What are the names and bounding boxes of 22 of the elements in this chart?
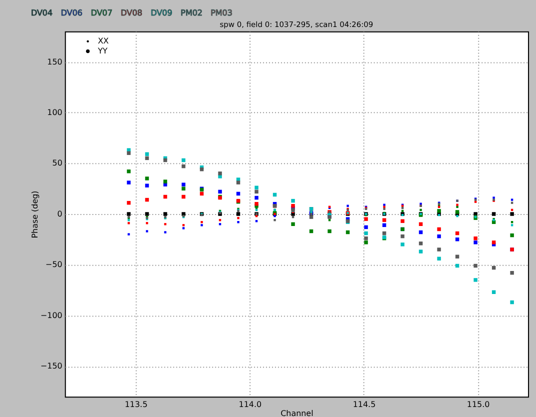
y-tick-label: 0	[57, 209, 62, 218]
x-tick-label: 113.5	[124, 400, 148, 410]
x-tick-label: 114.5	[352, 400, 376, 410]
text: DV06	[60, 8, 82, 18]
y-axis-title: Phase (deg)	[30, 190, 40, 238]
text: DV08	[120, 8, 142, 18]
y-tick-label: 150	[47, 57, 62, 66]
legend-label: XX	[98, 36, 110, 46]
x-tick-label: 115.0	[466, 400, 490, 410]
y-tick-label: −100	[40, 310, 62, 320]
y-tick-label: −150	[40, 362, 62, 371]
x-tick-label: 114.0	[238, 400, 262, 410]
text: DV07	[90, 8, 112, 18]
text: PM02	[180, 8, 202, 18]
text: DV04	[30, 8, 53, 18]
y-tick-label: 50	[52, 158, 62, 168]
y-tick-label: 100	[47, 108, 62, 118]
x-axis-title: Channel	[280, 409, 314, 417]
legend-label: PM03	[210, 8, 232, 18]
text: DV09	[150, 8, 172, 18]
y-tick-label: −50	[46, 260, 62, 270]
legend-label: YY	[96, 46, 108, 56]
